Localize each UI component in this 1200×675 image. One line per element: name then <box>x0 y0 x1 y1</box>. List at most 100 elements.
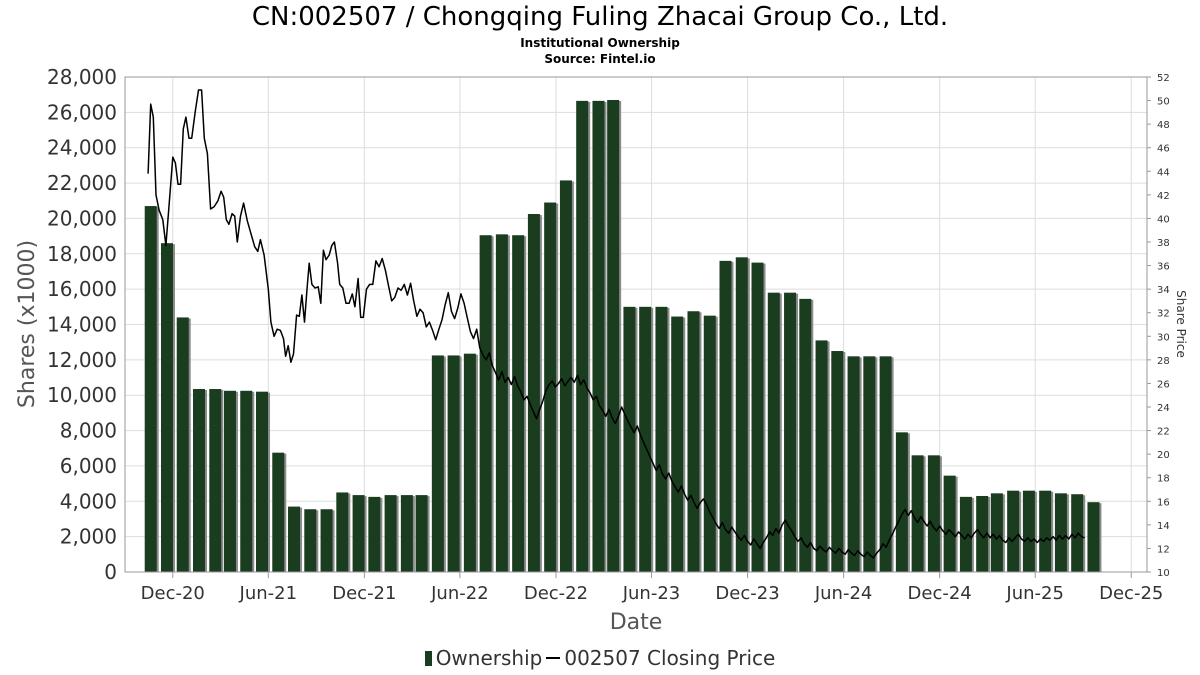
y2-tick-label: 20 <box>1157 450 1170 461</box>
ownership-bar <box>193 389 206 572</box>
ownership-bar <box>209 389 222 572</box>
ownership-bar <box>176 317 189 572</box>
ownership-bar <box>368 496 381 572</box>
x-tick-label: Dec-22 <box>524 583 588 604</box>
y-tick-label: 4,000 <box>60 489 117 513</box>
x-tick-label: Dec-25 <box>1099 583 1163 604</box>
ownership-bar <box>959 496 972 572</box>
ownership-bar <box>719 260 732 572</box>
ownership-bar <box>144 206 157 572</box>
y-axis-label: Shares (x1000) <box>15 240 40 408</box>
ownership-bar <box>1054 493 1067 572</box>
x-tick-label: Dec-23 <box>715 583 779 604</box>
ownership-bar <box>767 292 780 572</box>
ownership-bar <box>223 390 236 572</box>
y-tick-label: 28,000 <box>47 65 117 89</box>
ownership-bar <box>879 356 892 572</box>
ownership-bar <box>272 452 285 572</box>
ownership-bar <box>1007 490 1020 572</box>
ownership-bar <box>527 214 540 573</box>
ownership-bar <box>1039 490 1052 572</box>
y2-tick-label: 18 <box>1157 474 1170 485</box>
ownership-bar <box>320 509 333 572</box>
ownership-bar <box>799 298 812 572</box>
ownership-bar <box>815 340 828 572</box>
y2-tick-label: 26 <box>1157 379 1170 390</box>
x-tick-label: Dec-21 <box>332 583 396 604</box>
y2-tick-label: 24 <box>1157 403 1170 414</box>
ownership-bar <box>463 353 476 572</box>
y-tick-label: 22,000 <box>47 171 117 195</box>
ownership-bar <box>559 180 572 572</box>
legend: Ownership 002507 Closing Price <box>0 646 1200 670</box>
y2-tick-label: 48 <box>1157 120 1170 131</box>
y-tick-label: 26,000 <box>47 100 117 124</box>
ownership-bar <box>911 455 924 572</box>
ownership-bar <box>592 100 605 572</box>
ownership-bar <box>495 234 508 572</box>
y2-tick-label: 42 <box>1157 191 1170 202</box>
ownership-bar <box>976 495 989 572</box>
ownership-bar <box>479 235 492 573</box>
x-tick-label: Jun-25 <box>1005 583 1064 604</box>
ownership-bar <box>831 351 844 572</box>
ownership-bar <box>447 355 460 572</box>
ownership-bar <box>352 495 365 572</box>
price-legend-swatch <box>546 657 561 659</box>
ownership-bar <box>160 243 173 572</box>
y2-tick-label: 32 <box>1157 309 1170 320</box>
y2-tick-label: 10 <box>1157 568 1170 579</box>
y-tick-label: 16,000 <box>47 277 117 301</box>
ownership-bar <box>847 356 860 572</box>
y-tick-label: 14,000 <box>47 313 117 337</box>
ownership-bar <box>415 495 428 572</box>
x-tick-label: Jun-21 <box>239 583 298 604</box>
y2-tick-label: 34 <box>1157 285 1170 296</box>
x-tick-label: Dec-20 <box>141 583 205 604</box>
y2-tick-label: 46 <box>1157 144 1170 155</box>
chart-title: CN:002507 / Chongqing Fuling Zhacai Grou… <box>251 2 949 32</box>
y2-tick-label: 40 <box>1157 214 1170 225</box>
ownership-bar <box>784 292 797 572</box>
ownership-bar <box>943 475 956 572</box>
ownership-bar <box>687 311 700 572</box>
y2-tick-label: 12 <box>1157 544 1170 555</box>
ownership-bar <box>607 99 620 572</box>
y-tick-label: 2,000 <box>60 525 117 549</box>
chart-subtitle: Institutional Ownership <box>520 36 680 50</box>
y-tick-label: 24,000 <box>47 136 117 160</box>
x-tick-label: Dec-24 <box>908 583 972 604</box>
y2-tick-label: 52 <box>1157 73 1170 84</box>
ownership-bar <box>735 257 748 572</box>
y2-tick-label: 44 <box>1157 167 1170 178</box>
ownership-bar <box>336 492 349 572</box>
y2-tick-label: 38 <box>1157 238 1170 249</box>
y2-axis-label: Share Price <box>1174 290 1188 358</box>
ownership-bar <box>623 306 636 572</box>
y2-tick-label: 14 <box>1157 521 1170 532</box>
y-tick-label: 6,000 <box>60 454 117 478</box>
ownership-bar <box>1071 494 1084 572</box>
ownership-bar <box>927 455 940 572</box>
x-tick-label: Jun-24 <box>814 583 873 604</box>
ownership-bar <box>671 316 684 572</box>
ownership-bar <box>1022 490 1035 572</box>
y2-tick-label: 30 <box>1157 332 1170 343</box>
y-tick-label: 18,000 <box>47 242 117 266</box>
ownership-bar <box>703 315 716 572</box>
price-legend-label: 002507 Closing Price <box>564 646 776 670</box>
ownership-bar <box>895 432 908 572</box>
ownership-bar <box>544 202 557 572</box>
chart-source: Source: Fintel.io <box>544 52 656 66</box>
ownership-bar <box>304 509 317 572</box>
ownership-bar <box>990 493 1003 572</box>
x-tick-label: Jun-22 <box>430 583 489 604</box>
y-tick-label: 10,000 <box>47 383 117 407</box>
y2-tick-label: 22 <box>1157 427 1170 438</box>
ownership-bar <box>576 100 589 572</box>
ownership-bar <box>240 390 253 572</box>
ownership-bar <box>384 495 397 572</box>
ownership-legend-swatch <box>424 651 432 666</box>
ownership-bar <box>431 355 444 572</box>
ownership-bar <box>400 495 413 572</box>
